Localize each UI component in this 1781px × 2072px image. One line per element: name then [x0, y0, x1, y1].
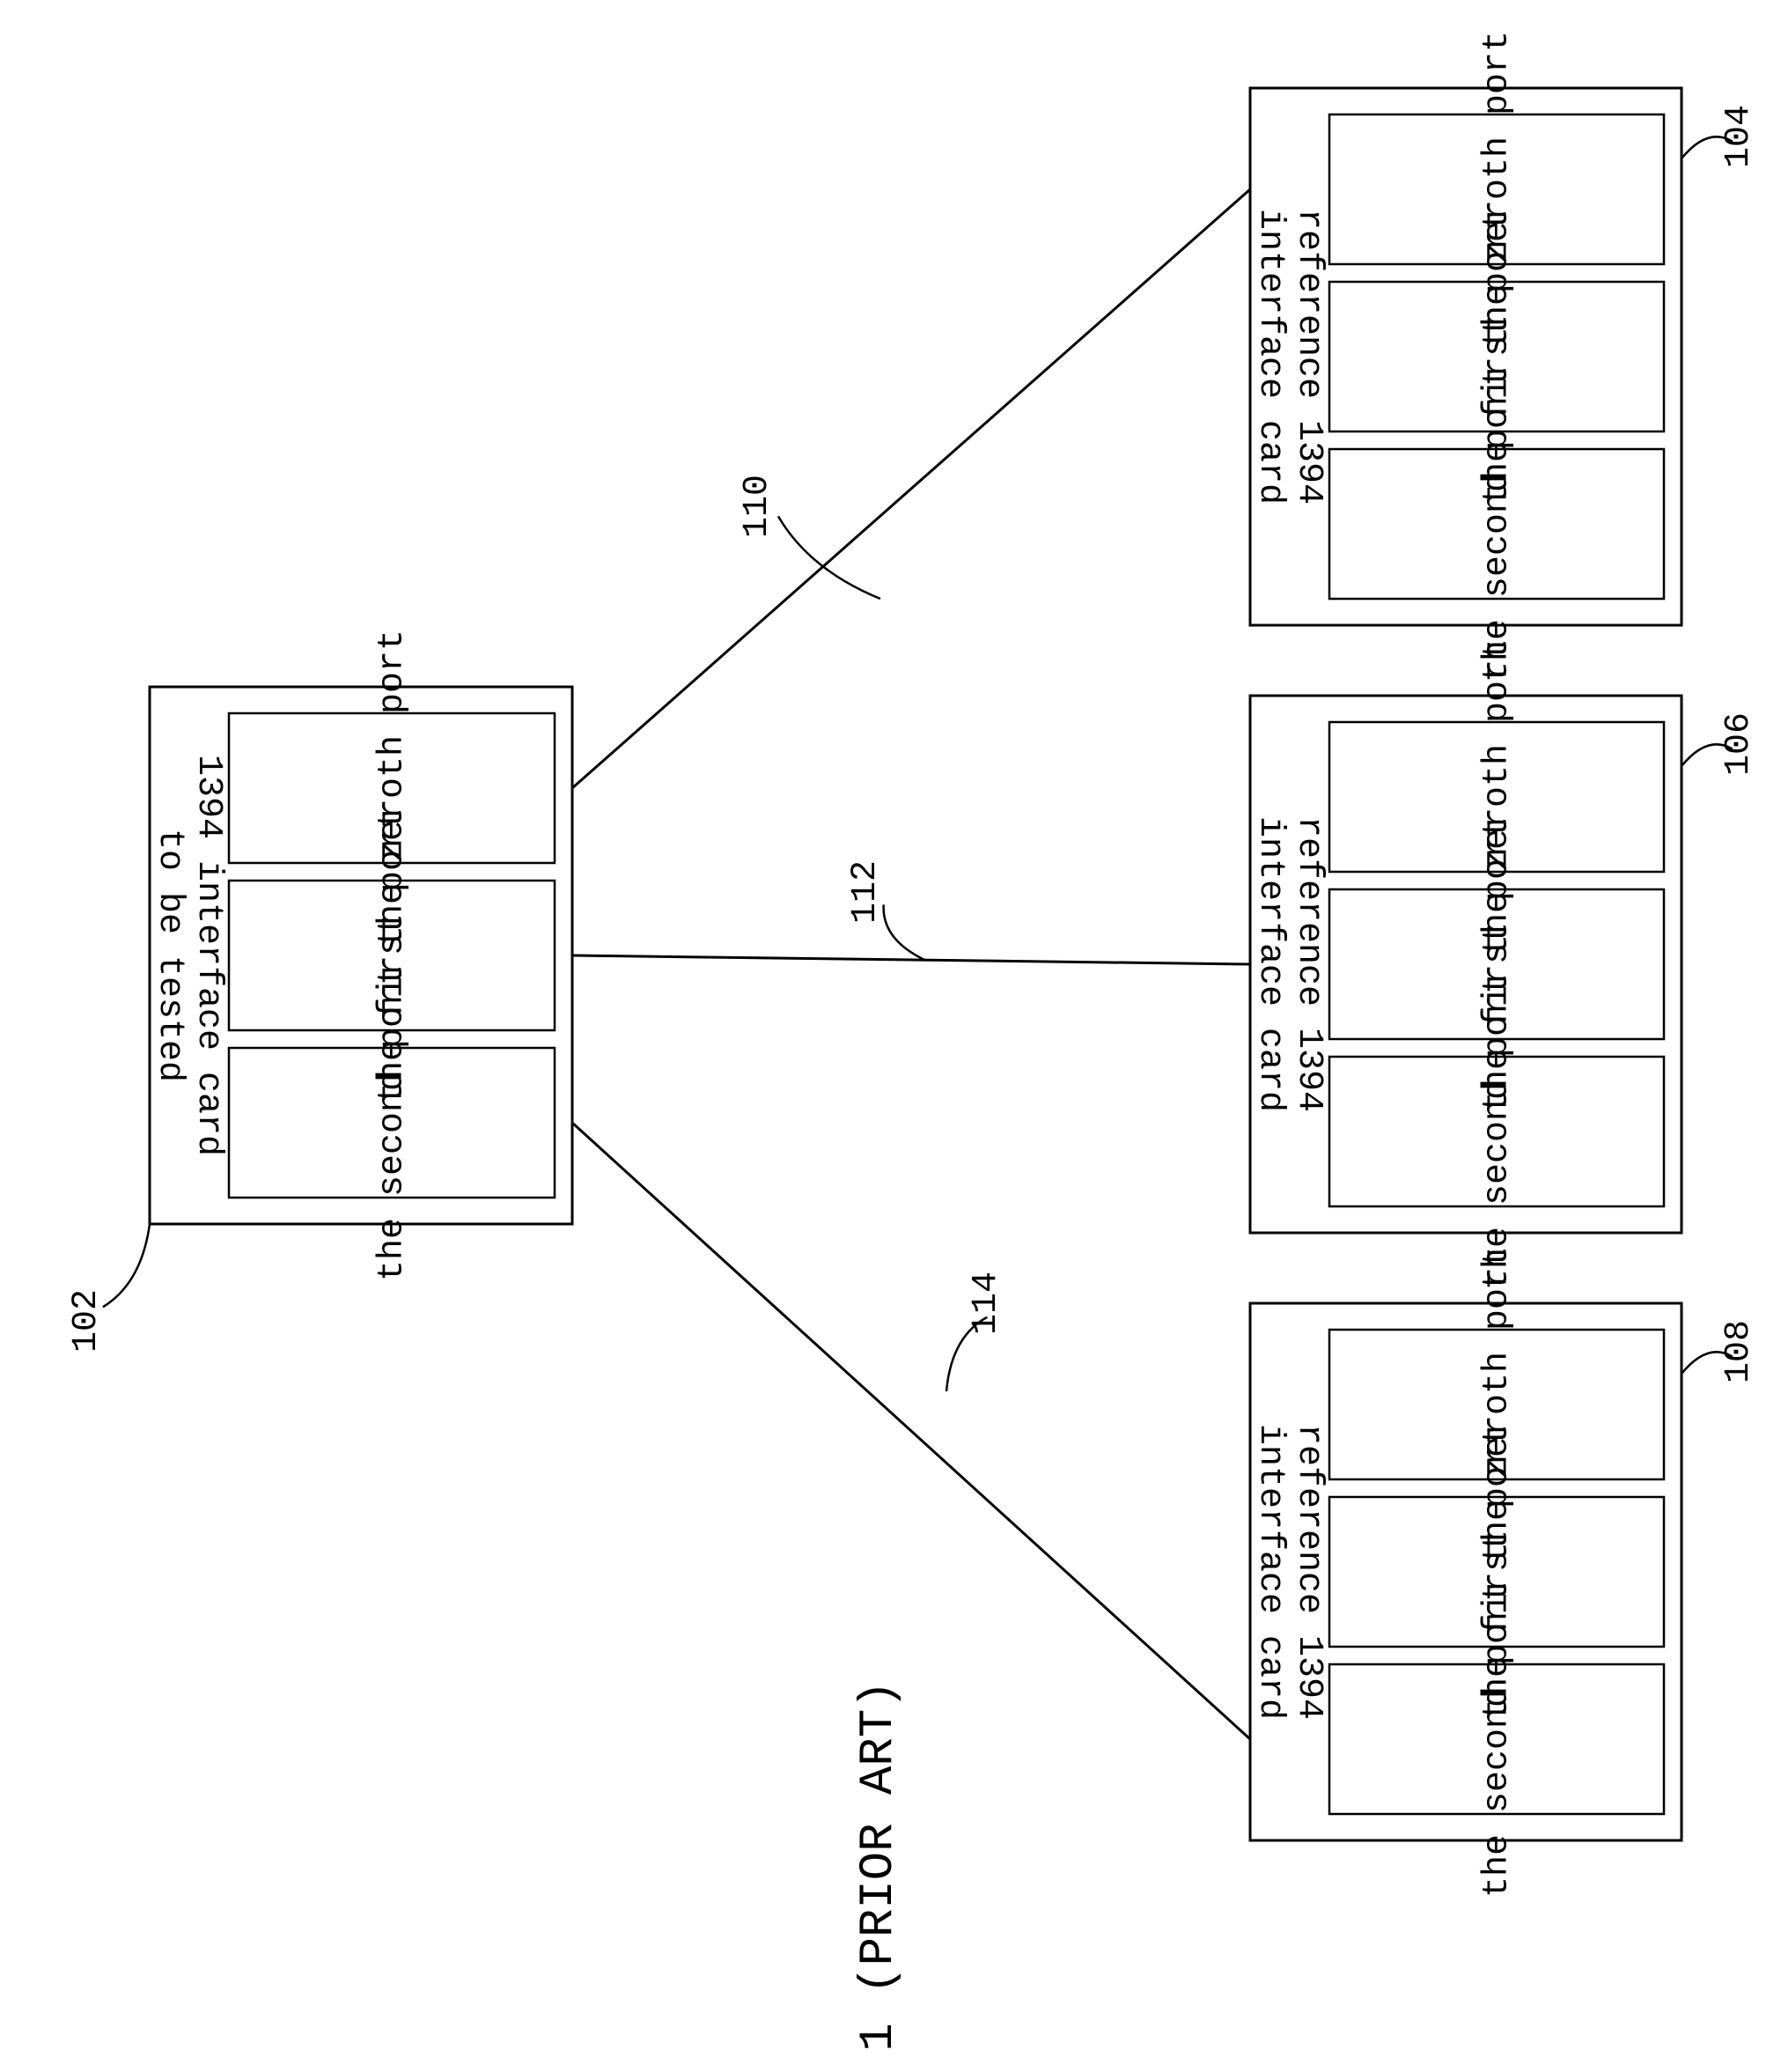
- figure-caption: FIG. 1 (PRIOR ART): [852, 1680, 906, 2072]
- card-108: the zeroth portthe first portthe second …: [1250, 1246, 1759, 1898]
- diagram-canvas: 110 112 114 the zeroth portthe first portth…: [0, 0, 1781, 2072]
- port-2-label: the second port: [1478, 973, 1518, 1290]
- card-104-callout-label: 104: [1719, 105, 1759, 168]
- edge-110-callout-label: 110: [738, 475, 777, 538]
- card-title: reference 1394interface card: [1250, 816, 1328, 1112]
- edge-112: 112: [572, 860, 1250, 964]
- card-108-callout-label: 108: [1719, 1320, 1759, 1383]
- card-102-callout-label: 102: [67, 1289, 107, 1353]
- edge-112-callout-label: 112: [846, 860, 886, 924]
- card-title-line1: reference 1394: [1289, 1424, 1328, 1720]
- edge-112-callout-leader: [884, 904, 924, 960]
- card-title: 1394 interface cardto be tested: [150, 755, 228, 1156]
- port-2-label: the second port: [1478, 365, 1518, 682]
- port-2-label: the second port: [373, 964, 413, 1281]
- card-title: reference 1394interface card: [1250, 1424, 1328, 1720]
- card-title: reference 1394interface card: [1250, 209, 1328, 505]
- edge-112-line: [572, 955, 1250, 964]
- card-title-line1: reference 1394: [1289, 816, 1328, 1112]
- port-2-label: the second port: [1478, 1581, 1518, 1898]
- card-title-line1: reference 1394: [1289, 209, 1328, 505]
- edge-114: 114: [572, 1123, 1250, 1739]
- card-106: the zeroth portthe first portthe second …: [1250, 638, 1759, 1290]
- card-title-line2: interface card: [1250, 816, 1290, 1112]
- edge-114-callout-label: 114: [967, 1272, 1006, 1335]
- edge-114-line: [572, 1123, 1250, 1739]
- card-104: the zeroth portthe first portthe second …: [1250, 31, 1759, 682]
- edge-110: 110: [572, 189, 1250, 788]
- card-title-line2: interface card: [1250, 1424, 1290, 1720]
- card-title-line2: interface card: [1250, 209, 1290, 505]
- card-title-line1: 1394 interface card: [188, 755, 228, 1156]
- edge-110-line: [572, 189, 1250, 788]
- card-102-callout-leader: [103, 1224, 150, 1307]
- card-title-line2: to be tested: [150, 829, 189, 1082]
- card-102: the zeroth portthe first portthe second …: [67, 630, 572, 1353]
- card-106-callout-label: 106: [1719, 712, 1759, 776]
